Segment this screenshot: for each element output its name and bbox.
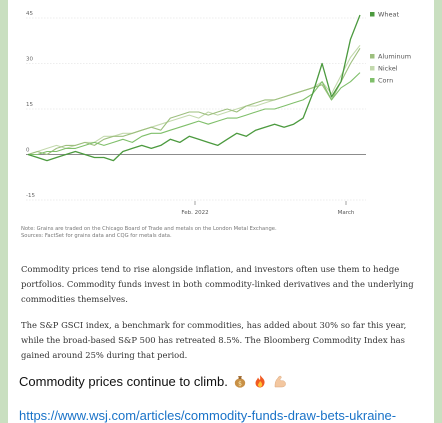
y-tick-label: 45 — [26, 11, 33, 17]
y-tick-label: 15 — [26, 102, 33, 108]
flexed-biceps-icon — [274, 375, 286, 388]
legend-swatch-aluminum — [370, 54, 375, 59]
x-tick-label: March — [338, 210, 355, 216]
legend-label-aluminum: Aluminum — [378, 53, 411, 61]
legend-label-corn: Corn — [378, 77, 393, 85]
chart-svg: 45 30 15 0 -15 Feb. 2022 March Wheat Aluminum Nic… — [26, 11, 411, 216]
series-line-aluminum — [27, 48, 361, 156]
money-bag-icon: $ — [235, 376, 246, 388]
svg-text:$: $ — [239, 381, 243, 388]
y-tick-label: 30 — [26, 57, 33, 63]
caption-text: Commodity prices continue to climb. — [19, 374, 228, 389]
chart-note-line2: Sources: FactSet for grains data and CQG… — [21, 233, 172, 239]
post-caption: Commodity prices continue to climb. $ — [19, 373, 429, 391]
y-tick-label: -15 — [26, 193, 35, 199]
message-card: 45 30 15 0 -15 Feb. 2022 March Wheat Aluminum Nic… — [8, 0, 434, 423]
legend-swatch-corn — [370, 78, 375, 83]
legend-label-nickel: Nickel — [378, 65, 398, 73]
series-line-corn — [28, 72, 361, 156]
article-paragraph-2: The S&P GSCI index, a benchmark for comm… — [21, 320, 407, 360]
fire-icon — [255, 375, 265, 388]
commodity-chart: 45 30 15 0 -15 Feb. 2022 March Wheat Aluminum Nic… — [8, 0, 434, 222]
article-link[interactable]: https://www.wsj.com/articles/commodity-f… — [19, 408, 397, 423]
legend-swatch-nickel — [370, 66, 375, 71]
x-tick-label: Feb. 2022 — [181, 210, 208, 216]
chart-note-line1: Note: Grains are traded on the Chicago B… — [21, 226, 277, 232]
series-line-wheat — [27, 14, 361, 162]
legend-label-wheat: Wheat — [378, 11, 400, 19]
article-paragraph-1: Commodity prices tend to rise alongside … — [21, 264, 414, 304]
legend-swatch-wheat — [370, 12, 375, 17]
chart-note: Note: Grains are traded on the Chicago B… — [21, 226, 426, 240]
y-tick-label: 0 — [26, 148, 30, 154]
